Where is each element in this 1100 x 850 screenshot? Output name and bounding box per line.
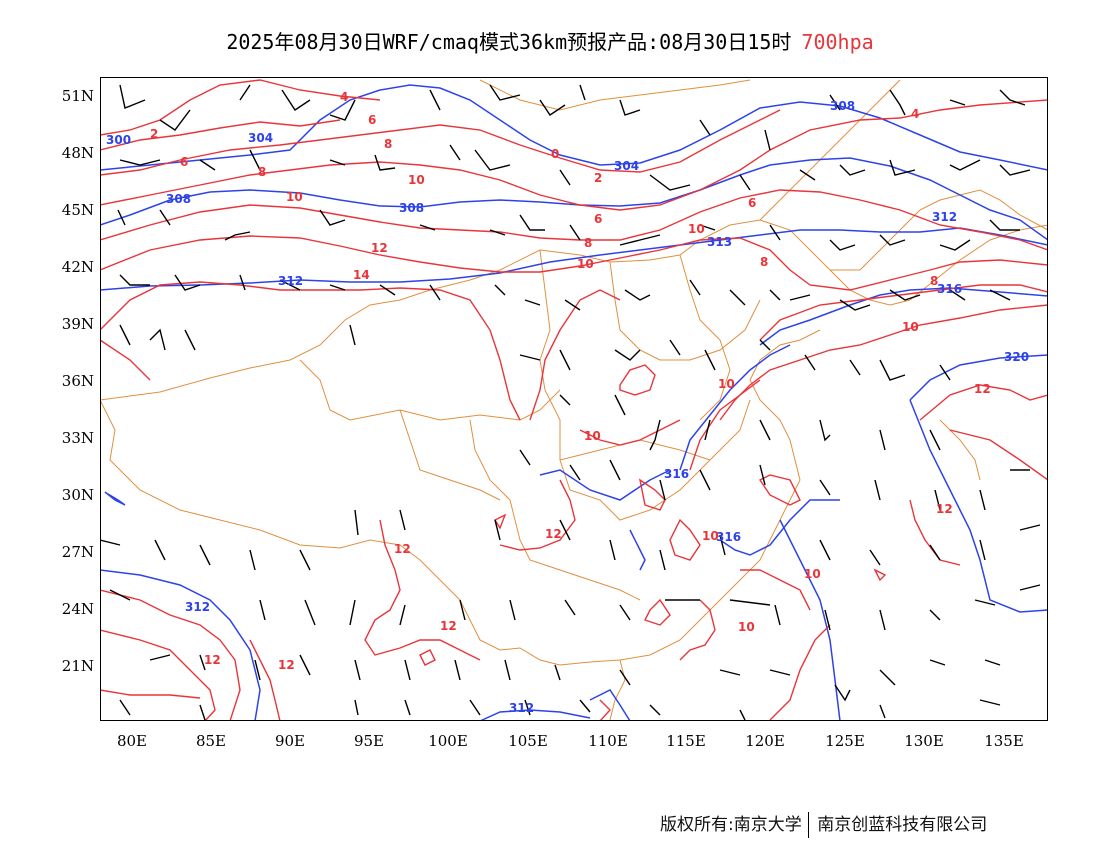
- temperature-label: 8: [930, 274, 938, 288]
- height-label: 312: [278, 274, 303, 288]
- temperature-label: 8: [760, 255, 768, 269]
- lon-label: 100E: [428, 732, 468, 750]
- temperature-label: 10: [408, 173, 425, 187]
- temperature-label: 10: [584, 429, 601, 443]
- temperature-label: 8: [584, 236, 592, 250]
- temperature-label: 6: [180, 155, 188, 169]
- temperature-label: 10: [577, 257, 594, 271]
- temperature-label: 10: [286, 190, 303, 204]
- lon-label: 115E: [666, 732, 706, 750]
- temperature-label: 4: [340, 90, 348, 104]
- temperature-label: 10: [688, 222, 705, 236]
- height-label: 316: [664, 467, 689, 481]
- lat-label: 33N: [61, 429, 94, 447]
- height-label: 308: [399, 201, 424, 215]
- map-frame: [100, 77, 1048, 721]
- lat-label: 24N: [61, 600, 94, 618]
- lat-label: 27N: [61, 543, 94, 561]
- temperature-label: 10: [702, 529, 719, 543]
- height-label: 312: [509, 701, 534, 715]
- lon-label: 90E: [274, 732, 306, 750]
- temperature-label: 10: [902, 320, 919, 334]
- lon-label: 105E: [508, 732, 548, 750]
- temperature-label: 2: [594, 171, 602, 185]
- lat-label: 30N: [61, 486, 94, 504]
- lat-label: 21N: [61, 657, 94, 675]
- temperature-label: 6: [594, 212, 602, 226]
- temperature-label: 12: [440, 619, 457, 633]
- height-label: 312: [185, 600, 210, 614]
- temperature-label: 10: [718, 377, 735, 391]
- lat-label: 51N: [61, 87, 94, 105]
- footer-company: 南京创蓝科技有限公司: [817, 815, 988, 835]
- temperature-label: 12: [371, 241, 388, 255]
- height-label: 312: [932, 210, 957, 224]
- wind-barbs: [100, 84, 1041, 721]
- lon-label: 85E: [195, 732, 227, 750]
- height-label: 300: [106, 133, 131, 147]
- lon-label: 110E: [588, 732, 628, 750]
- temperature-label: 6: [368, 113, 376, 127]
- height-label: 304: [614, 159, 639, 173]
- lon-label: 125E: [825, 732, 865, 750]
- lat-label: 39N: [61, 315, 94, 333]
- temperature-label: 12: [545, 527, 562, 541]
- lat-label: 45N: [61, 201, 94, 219]
- temperature-label: 8: [258, 165, 266, 179]
- temperature-label: 8: [384, 137, 392, 151]
- temperature-label: 2: [150, 127, 158, 141]
- height-label: 316: [716, 530, 741, 544]
- temperature-label: 10: [738, 620, 755, 634]
- map-title: 2025年08月30日WRF/cmaq模式36km预报产品:08月30日15时 7…: [0, 26, 1100, 55]
- boundary-lines: [100, 79, 1048, 721]
- temperature-label: 14: [353, 268, 370, 282]
- height-label: 308: [166, 192, 191, 206]
- title-level: 700hpa: [801, 30, 874, 54]
- footer: 版权所有:南京大学 南京创蓝科技有限公司: [660, 810, 987, 838]
- temperature-label: 12: [204, 653, 221, 667]
- lat-label: 36N: [61, 372, 94, 390]
- lon-label: 120E: [745, 732, 785, 750]
- temperature-label: 4: [911, 107, 919, 121]
- temperature-label: 0: [551, 147, 559, 161]
- height-labels: 308 300 304 304 308 308 312 313 312 316 …: [106, 99, 1029, 715]
- temperature-label: 12: [278, 658, 295, 672]
- height-label: 313: [707, 235, 732, 249]
- height-label: 308: [830, 99, 855, 113]
- temperature-labels: 4 2 6 8 6 8 10 10 0 2 6 10 8 12 14 10 8 …: [150, 90, 991, 672]
- temperature-label: 10: [804, 567, 821, 581]
- temperature-label: 12: [394, 542, 411, 556]
- footer-copyright: 版权所有:南京大学: [660, 815, 802, 835]
- lat-label: 42N: [61, 258, 94, 276]
- footer-divider: [807, 812, 810, 838]
- temperature-label: 6: [748, 196, 756, 210]
- lon-label: 80E: [116, 732, 148, 750]
- lon-label: 135E: [984, 732, 1024, 750]
- lat-label: 48N: [61, 144, 94, 162]
- lon-label: 130E: [904, 732, 944, 750]
- height-label: 320: [1004, 350, 1029, 364]
- lon-label: 95E: [353, 732, 385, 750]
- title-main: 2025年08月30日WRF/cmaq模式36km预报产品:08月30日15时: [226, 30, 792, 54]
- height-label: 304: [248, 131, 273, 145]
- height-label: 316: [937, 282, 962, 296]
- temperature-label: 12: [974, 382, 991, 396]
- temperature-contours: [100, 79, 1048, 721]
- temperature-label: 12: [936, 502, 953, 516]
